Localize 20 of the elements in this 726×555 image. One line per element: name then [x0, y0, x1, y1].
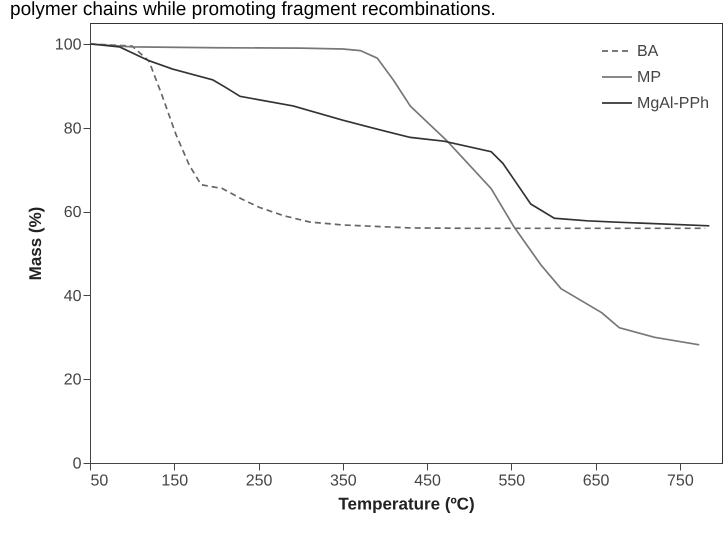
y-tick-label: 40: [64, 288, 82, 305]
x-tick-label: 350: [330, 472, 357, 490]
x-axis-title: Temperature (ºC): [338, 494, 475, 514]
legend-label: MgAl-PPh: [637, 95, 710, 112]
legend-label: BA: [637, 43, 659, 60]
x-tick-label: 150: [161, 472, 188, 490]
y-tick-label: 20: [64, 372, 82, 389]
x-tick-label: 750: [667, 472, 694, 490]
y-tick-label: 60: [64, 204, 82, 222]
x-tick-label: 50: [90, 472, 108, 490]
y-tick-label: 100: [54, 36, 82, 54]
x-tick-label: 250: [246, 472, 272, 490]
x-tick-label: 450: [414, 472, 442, 490]
y-axis-title: Mass (%): [26, 206, 45, 280]
legend-label: MP: [637, 69, 661, 86]
y-tick-label: 0: [72, 456, 82, 472]
y-tick-label: 80: [64, 120, 82, 138]
text: polymer chains while promoting fragment recombinations.: [10, 0, 496, 20]
x-tick-label: 550: [498, 472, 526, 490]
x-tick-label: 650: [582, 472, 610, 490]
